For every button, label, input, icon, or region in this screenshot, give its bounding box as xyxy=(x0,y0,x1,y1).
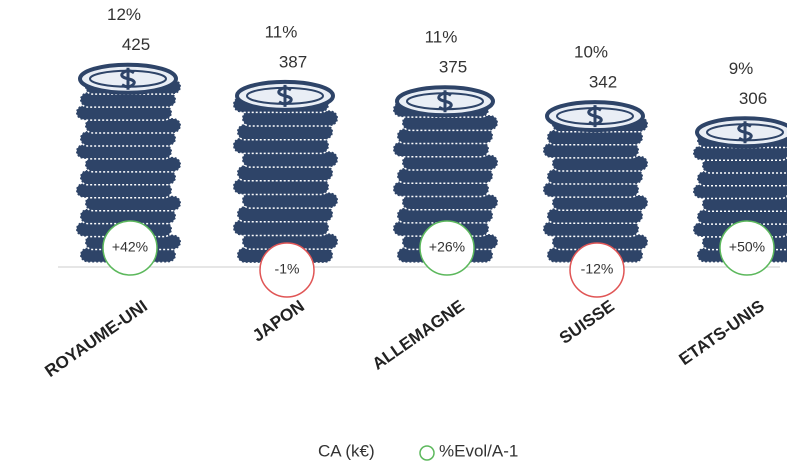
x-tick-label: JAPON xyxy=(249,296,308,345)
dollar-sign xyxy=(277,84,293,107)
legend-label: CA (k€) xyxy=(318,441,375,460)
share-label: 11% xyxy=(425,28,458,47)
evolution-label: -1% xyxy=(275,261,300,277)
evolution-label: +42% xyxy=(112,239,148,255)
share-label: 10% xyxy=(574,43,608,62)
dollar-sign xyxy=(737,121,753,144)
evolution-label: +26% xyxy=(429,239,465,255)
evolution-label: +50% xyxy=(729,239,765,255)
x-tick-label: SUISSE xyxy=(556,296,618,347)
dollar-sign xyxy=(587,105,603,128)
share-label: 9% xyxy=(729,59,754,78)
legend-marker xyxy=(419,445,435,461)
dollar-sign xyxy=(437,90,453,113)
share-label: 11% xyxy=(265,22,298,41)
evolution-marker xyxy=(259,242,315,298)
evolution-label: -12% xyxy=(581,261,614,277)
x-tick-label: ROYAUME-UNI xyxy=(41,296,150,381)
value-label: 306 xyxy=(739,89,767,108)
value-label: 375 xyxy=(439,58,467,77)
evolution-marker xyxy=(719,220,775,276)
evolution-marker xyxy=(419,220,475,276)
share-label: 12% xyxy=(107,5,141,24)
value-label: 387 xyxy=(279,52,307,71)
evolution-marker xyxy=(569,242,625,298)
x-tick-label: ETATS-UNIS xyxy=(675,296,767,369)
dollar-sign xyxy=(120,67,136,90)
evolution-marker xyxy=(102,220,158,276)
coin-stack xyxy=(232,79,339,264)
legend-label: %Evol/A-1 xyxy=(439,441,518,460)
value-label: 425 xyxy=(122,35,150,54)
value-label: 342 xyxy=(589,73,617,92)
coin-stack xyxy=(542,100,649,264)
x-tick-label: ALLEMAGNE xyxy=(369,296,468,373)
